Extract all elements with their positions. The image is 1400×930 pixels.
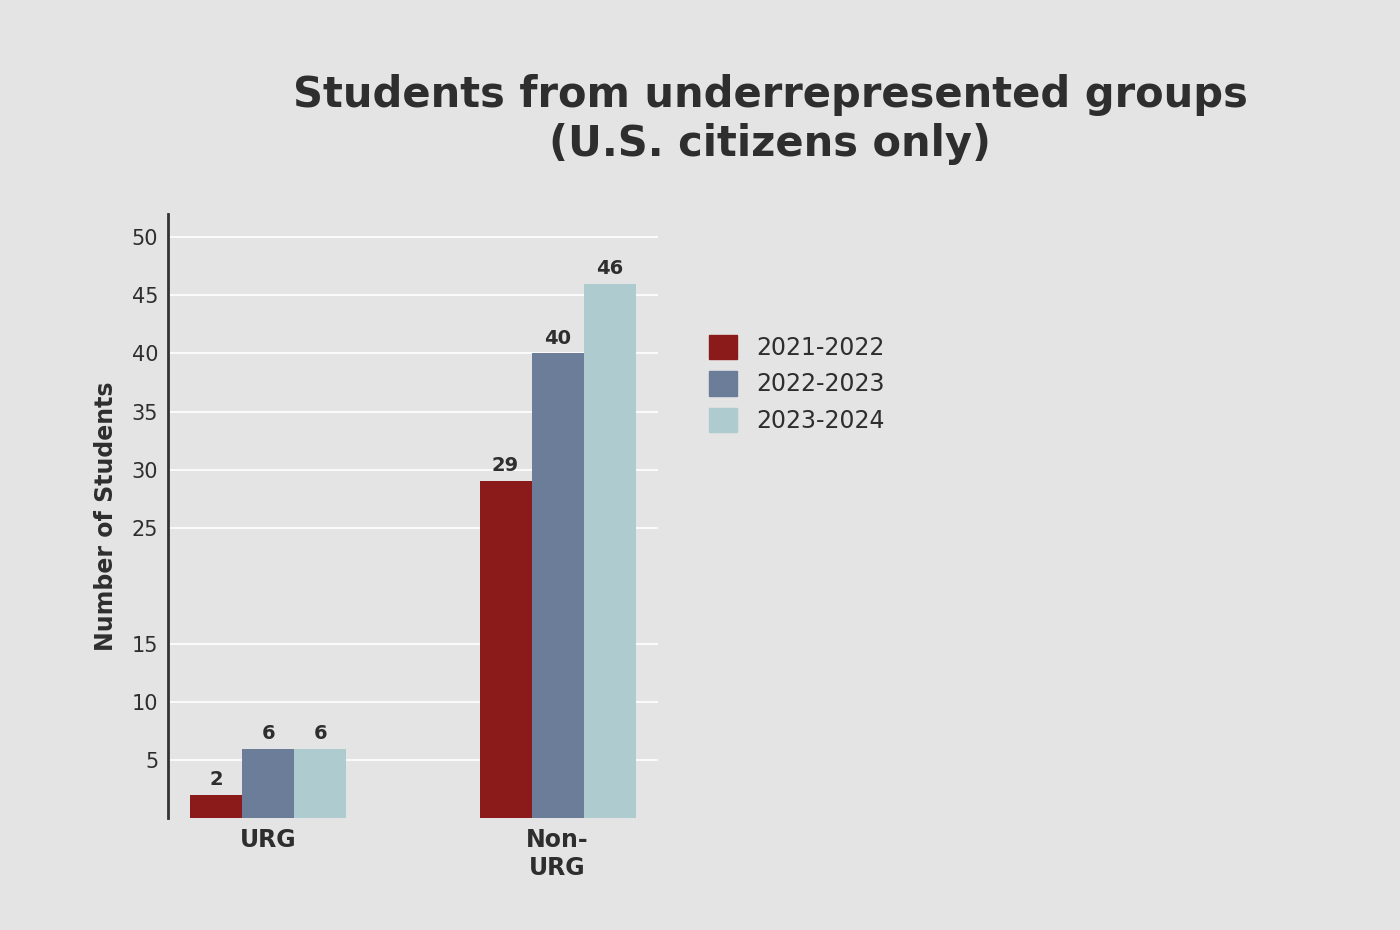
Text: 6: 6	[262, 724, 276, 743]
Bar	[584, 284, 636, 818]
Text: Students from underrepresented groups
(U.S. citizens only): Students from underrepresented groups (U…	[293, 74, 1247, 165]
Text: 6: 6	[314, 724, 328, 743]
Text: 40: 40	[545, 328, 571, 348]
Y-axis label: Number of Students: Number of Students	[94, 381, 118, 651]
Bar	[532, 353, 584, 818]
Bar	[242, 749, 294, 818]
Text: 46: 46	[596, 259, 623, 278]
Legend: 2021-2022, 2022-2023, 2023-2024: 2021-2022, 2022-2023, 2023-2024	[708, 335, 885, 433]
Bar	[480, 482, 532, 818]
Text: 2: 2	[210, 770, 223, 790]
Text: 29: 29	[491, 457, 519, 475]
Bar	[190, 795, 242, 818]
Bar	[294, 749, 346, 818]
